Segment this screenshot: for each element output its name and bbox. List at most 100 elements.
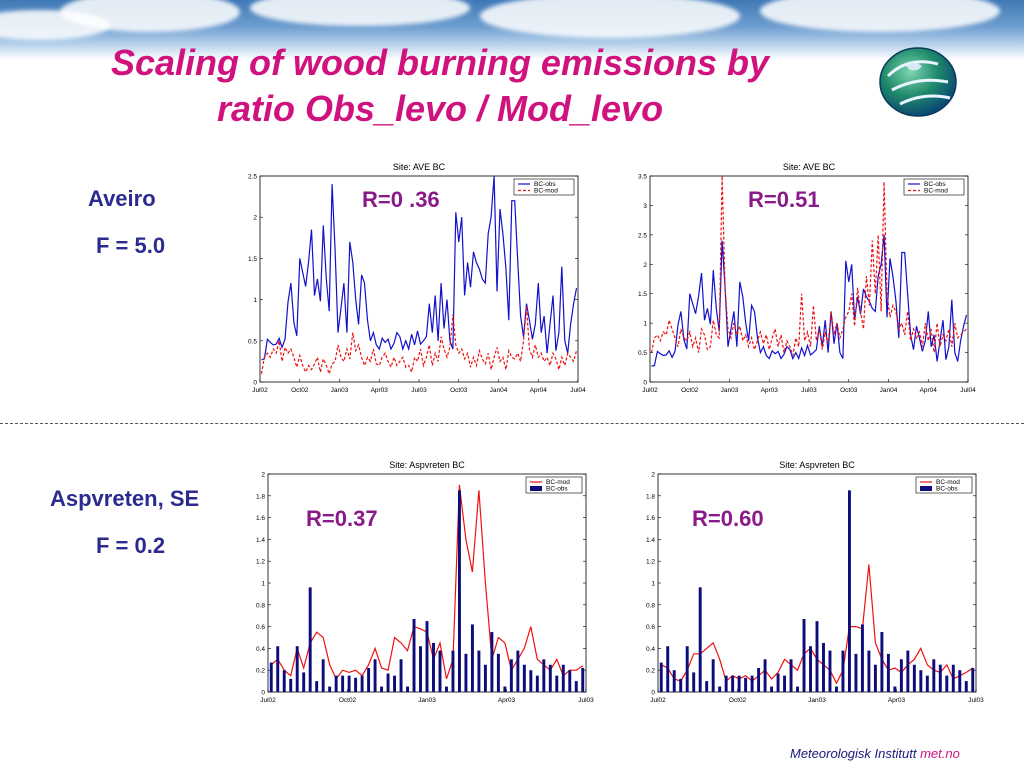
chart-title: Site: AVE BC <box>393 162 446 172</box>
site-name-aveiro: Aveiro <box>88 186 156 211</box>
bar <box>899 659 903 692</box>
bar <box>529 670 533 692</box>
bar <box>289 678 293 692</box>
bar <box>438 650 442 692</box>
bar <box>406 686 409 692</box>
x-tick-label: Jul03 <box>968 697 984 704</box>
x-tick-label: Apr04 <box>530 387 548 394</box>
bar <box>464 653 468 692</box>
legend-label: BC-mod <box>534 188 558 195</box>
y-tick-label: 1 <box>651 581 655 588</box>
bar <box>555 675 559 692</box>
bar <box>509 659 513 692</box>
bar <box>912 664 916 692</box>
bar <box>847 490 851 692</box>
y-tick-label: 1.5 <box>638 291 647 298</box>
bar <box>854 653 858 692</box>
bar <box>432 642 435 692</box>
y-tick-label: 0.6 <box>646 624 655 631</box>
legend-swatch <box>530 486 542 491</box>
bar <box>347 675 351 692</box>
x-tick-label: Jan03 <box>418 697 436 704</box>
x-tick-label: Apr03 <box>761 387 779 394</box>
y-tick-label: 0.5 <box>248 338 257 345</box>
bar <box>574 681 578 692</box>
sky-header-background <box>0 0 1024 60</box>
y-tick-label: 1.8 <box>646 493 655 500</box>
y-tick-label: 1.4 <box>646 537 655 544</box>
y-tick-label: 2 <box>651 472 655 479</box>
y-tick-label: 2 <box>261 472 265 479</box>
bar <box>938 664 942 692</box>
bar <box>321 659 325 692</box>
legend-label: BC-obs <box>534 181 556 188</box>
legend-label: BC-obs <box>936 486 958 493</box>
bar <box>711 659 715 692</box>
title-line-2: ratio Obs_levo / Mod_levo <box>216 88 664 129</box>
bar <box>659 662 663 692</box>
bar <box>470 624 474 692</box>
section-divider <box>0 423 1024 424</box>
x-tick-label: Jul02 <box>260 697 276 704</box>
page-title: Scaling of wood burning emissions by rat… <box>40 40 840 132</box>
bar <box>724 675 728 692</box>
legend-label: BC-mod <box>924 188 948 195</box>
x-tick-label: Jan03 <box>331 387 349 394</box>
bar <box>750 675 754 692</box>
y-tick-label: 1.6 <box>646 515 655 522</box>
bar <box>295 646 299 692</box>
series-line <box>650 175 967 356</box>
bar <box>269 662 273 692</box>
y-tick-label: 1.2 <box>646 559 655 566</box>
bar <box>477 650 481 692</box>
x-tick-label: Apr04 <box>920 387 938 394</box>
bar <box>932 659 936 692</box>
bar <box>873 664 877 692</box>
bar <box>581 668 585 692</box>
bar <box>945 675 949 692</box>
x-tick-label: Jul03 <box>578 697 594 704</box>
y-tick-label: 0.8 <box>646 602 655 609</box>
x-tick-label: Jul02 <box>642 387 658 394</box>
bar <box>334 675 338 692</box>
bar <box>535 675 539 692</box>
correlation-label-aveiro-scaled: R=0.51 <box>748 187 820 212</box>
bar <box>731 675 735 692</box>
plot-frame <box>259 175 579 383</box>
bar <box>744 677 748 692</box>
bar <box>692 672 696 692</box>
bar <box>516 650 520 692</box>
x-tick-label: Jan04 <box>490 387 508 394</box>
bar <box>451 650 455 692</box>
y-tick-label: 0.6 <box>256 624 265 631</box>
bar <box>672 670 676 692</box>
y-tick-label: 0.2 <box>646 668 655 675</box>
bar <box>971 668 975 692</box>
bar <box>445 686 448 692</box>
x-tick-label: Oct02 <box>339 697 357 704</box>
title-line-1: Scaling of wood burning emissions by <box>110 42 770 83</box>
plot-frame <box>649 175 969 383</box>
bar <box>763 659 767 692</box>
y-tick-label: 1 <box>253 297 257 304</box>
y-tick-label: 0.5 <box>638 350 647 357</box>
site-factor-aspvreten: F = 0.2 <box>96 533 166 558</box>
bar <box>757 668 761 692</box>
y-tick-label: 0 <box>643 380 647 387</box>
bar <box>282 670 286 692</box>
x-tick-label: Apr03 <box>498 697 516 704</box>
x-tick-label: Jul04 <box>960 387 976 394</box>
chart-aspvreten-scaled: Site: Aspvreten BC 0 0.2 0.4 0.6 0.8 1 1.2 1.4 1.… <box>646 460 984 704</box>
bar <box>341 675 345 692</box>
correlation-label-aveiro-unscaled: R=0 .36 <box>362 187 440 212</box>
bar <box>835 686 838 692</box>
bar <box>503 686 507 692</box>
y-tick-label: 0 <box>253 380 257 387</box>
cloud <box>0 10 110 40</box>
met-globe-logo-icon <box>879 47 957 117</box>
bar <box>770 686 774 692</box>
footer-short: met.no <box>920 746 960 761</box>
bar <box>893 686 897 692</box>
x-tick-label: Oct03 <box>840 387 858 394</box>
series-line <box>651 234 968 367</box>
